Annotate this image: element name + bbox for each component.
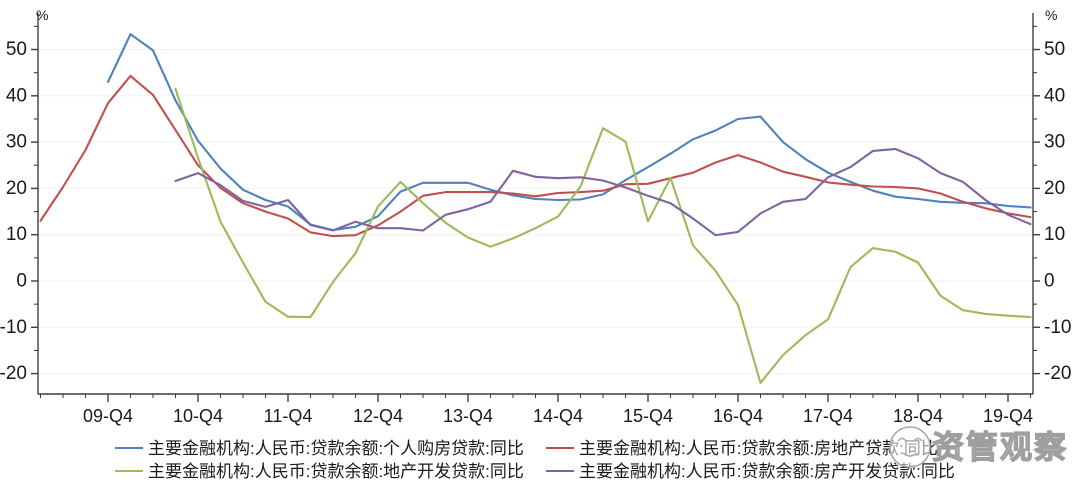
y-axis-label: 50 bbox=[6, 39, 27, 60]
watermark-text: 资管观察 bbox=[932, 429, 1068, 465]
x-axis-label: 12-Q4 bbox=[353, 406, 403, 426]
y-axis-label: 30 bbox=[1044, 132, 1065, 153]
x-axis-label: 18-Q4 bbox=[893, 406, 943, 426]
x-axis-label: 17-Q4 bbox=[803, 406, 853, 426]
watermark-logo-eye bbox=[897, 437, 907, 442]
y-axis-unit-right: % bbox=[1045, 7, 1057, 23]
series-land-development-loans bbox=[174, 87, 1032, 384]
legend-label-land-development-loans: 主要金融机构:人民币:贷款余额:地产开发贷款:同比 bbox=[148, 462, 524, 481]
y-axis-label: -10 bbox=[1044, 317, 1071, 338]
y-axis-label: 10 bbox=[6, 224, 27, 245]
y-axis-label: 0 bbox=[1044, 271, 1055, 292]
y-axis-label: 10 bbox=[1044, 224, 1065, 245]
legend-label-personal-housing-loans: 主要金融机构:人民币:贷款余额:个人购房贷款:同比 bbox=[148, 439, 524, 458]
x-axis-label: 11-Q4 bbox=[264, 406, 313, 426]
legend-label-real-estate-loans: 主要金融机构:人民币:贷款余额:房地产贷款:同比 bbox=[579, 439, 938, 458]
x-axis-label: 10-Q4 bbox=[173, 406, 223, 426]
x-axis-label: 14-Q4 bbox=[533, 406, 583, 426]
y-axis-label: 40 bbox=[1044, 85, 1065, 106]
series-housing-development-loans bbox=[174, 147, 1032, 237]
watermark-logo-eye bbox=[913, 437, 923, 442]
watermark-logo-icon bbox=[889, 426, 931, 468]
y-axis-label: 20 bbox=[6, 178, 27, 199]
x-axis-label: 13-Q4 bbox=[443, 406, 493, 426]
y-axis-unit-left: % bbox=[36, 7, 48, 23]
legend-label-housing-development-loans: 主要金融机构:人民币:贷款余额:房产开发贷款:同比 bbox=[579, 462, 955, 481]
y-axis-label: -10 bbox=[0, 317, 27, 338]
y-axis-label: 40 bbox=[6, 85, 27, 106]
x-axis-label: 19-Q4 bbox=[983, 406, 1033, 426]
y-axis-label: -20 bbox=[1044, 363, 1071, 384]
series-personal-housing-loans bbox=[106, 33, 1032, 232]
y-axis-label: 30 bbox=[6, 132, 27, 153]
y-axis-label: 50 bbox=[1044, 39, 1065, 60]
x-axis-label: 09-Q4 bbox=[83, 406, 133, 426]
x-axis-label: 15-Q4 bbox=[623, 406, 673, 426]
x-axis-label: 16-Q4 bbox=[713, 406, 763, 426]
y-axis-label: 0 bbox=[16, 271, 27, 292]
watermark-logo-mouth bbox=[902, 452, 918, 457]
series-real-estate-loans bbox=[39, 74, 1032, 238]
y-axis-label: -20 bbox=[0, 363, 27, 384]
y-axis-label: 20 bbox=[1044, 178, 1065, 199]
